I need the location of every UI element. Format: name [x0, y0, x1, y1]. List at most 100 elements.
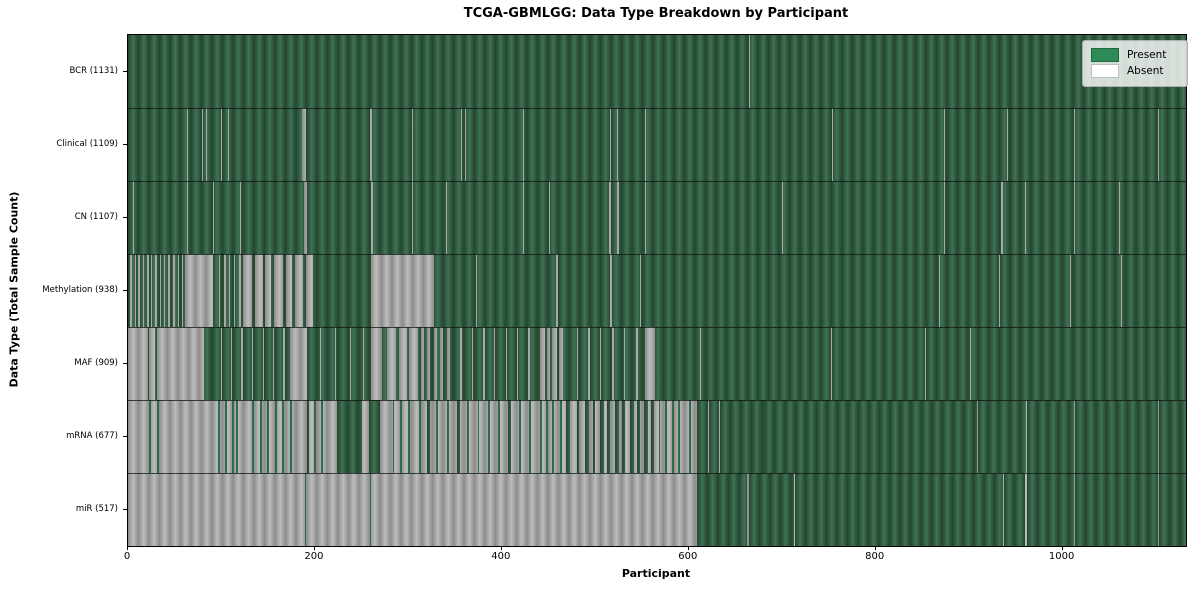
- present-segment: [697, 473, 747, 546]
- y-tick-label-bcr: BCR (1131): [69, 65, 119, 76]
- absent-segment: [151, 254, 153, 327]
- present-segment: [225, 400, 228, 473]
- present-segment: [306, 400, 310, 473]
- present-segment: [599, 400, 604, 473]
- absent-segment: [146, 254, 149, 327]
- absent-segment: [1000, 181, 1003, 254]
- present-segment: [665, 400, 668, 473]
- absent-segment: [925, 327, 927, 400]
- absent-segment: [494, 327, 496, 400]
- absent-segment: [970, 327, 972, 400]
- present-segment: [709, 400, 719, 473]
- absent-segment: [213, 181, 214, 254]
- y-tick-mark: [123, 289, 127, 291]
- present-segment: [418, 400, 421, 473]
- absent-segment: [465, 108, 467, 181]
- absent-segment: [255, 254, 263, 327]
- absent-segment: [475, 254, 477, 327]
- absent-segment: [305, 254, 314, 327]
- present-segment: [697, 400, 709, 473]
- absent-segment: [301, 108, 306, 181]
- row-separator: [128, 327, 1186, 328]
- absent-segment: [252, 327, 254, 400]
- present-segment: [456, 400, 460, 473]
- absent-segment: [599, 327, 601, 400]
- absent-segment: [943, 108, 945, 181]
- absent-segment: [446, 327, 451, 400]
- present-segment: [408, 400, 411, 473]
- legend-item-absent: Absent: [1091, 64, 1179, 78]
- present-segment: [236, 400, 239, 473]
- present-segment: [719, 400, 764, 473]
- present-segment: [764, 400, 977, 473]
- plot-area: [127, 34, 1187, 547]
- x-tick-mark: [127, 546, 128, 550]
- absent-segment: [644, 181, 646, 254]
- absent-segment: [273, 254, 284, 327]
- absent-segment: [636, 327, 639, 400]
- row-separator: [128, 473, 1186, 474]
- absent-segment: [471, 327, 473, 400]
- y-tick-mark: [123, 143, 127, 145]
- absent-segment: [205, 108, 207, 181]
- present-segment: [622, 400, 626, 473]
- heatmap-row-cn: [128, 181, 1186, 254]
- present-segment: [313, 400, 316, 473]
- present-segment: [629, 400, 634, 473]
- y-tick-mark: [123, 435, 127, 437]
- present-segment: [1074, 400, 1158, 473]
- heatmap-row-mrna: [128, 400, 1186, 473]
- present-segment: [259, 400, 262, 473]
- present-segment: [1074, 473, 1158, 546]
- present-segment: [1027, 473, 1074, 546]
- x-tick-mark: [874, 546, 876, 550]
- present-segment: [1158, 400, 1186, 473]
- present-segment: [1158, 473, 1186, 546]
- absent-segment: [1006, 108, 1008, 181]
- absent-segment: [644, 327, 656, 400]
- absent-segment: [186, 181, 188, 254]
- absent-segment: [242, 254, 253, 327]
- absent-segment: [1073, 181, 1075, 254]
- absent-swatch-icon: [1091, 64, 1119, 78]
- absent-segment: [155, 254, 157, 327]
- present-segment: [446, 400, 449, 473]
- present-segment: [399, 400, 402, 473]
- present-segment: [427, 400, 430, 473]
- absent-segment: [412, 108, 414, 181]
- absent-segment: [177, 254, 180, 327]
- absent-segment: [283, 327, 285, 400]
- absent-segment: [129, 254, 132, 327]
- present-segment: [252, 400, 255, 473]
- present-segment: [651, 400, 655, 473]
- absent-segment: [289, 327, 307, 400]
- absent-segment: [748, 35, 750, 108]
- absent-segment: [334, 327, 336, 400]
- present-segment: [321, 400, 324, 473]
- absent-segment: [149, 327, 156, 400]
- absent-segment: [371, 254, 434, 327]
- x-tick-label-0: 0: [123, 551, 131, 562]
- absent-segment: [999, 254, 1000, 327]
- y-tick-label-methylation: Methylation (938): [42, 284, 118, 295]
- present-segment: [576, 400, 580, 473]
- present-segment: [552, 400, 555, 473]
- absent-segment: [1120, 254, 1123, 327]
- absent-segment: [241, 327, 243, 400]
- present-segment: [540, 400, 543, 473]
- absent-segment: [142, 254, 144, 327]
- absent-segment: [483, 327, 486, 400]
- absent-segment: [445, 181, 447, 254]
- absent-segment: [505, 327, 508, 400]
- absent-segment: [831, 108, 833, 181]
- y-tick-mark: [123, 362, 127, 364]
- present-segment: [518, 400, 521, 473]
- legend: Present Absent: [1082, 40, 1188, 87]
- absent-segment: [159, 254, 161, 327]
- row-separator: [128, 181, 1186, 182]
- present-segment: [231, 400, 234, 473]
- absent-segment: [460, 108, 462, 181]
- present-segment: [370, 473, 371, 546]
- row-separator: [128, 254, 1186, 255]
- absent-segment: [272, 327, 274, 400]
